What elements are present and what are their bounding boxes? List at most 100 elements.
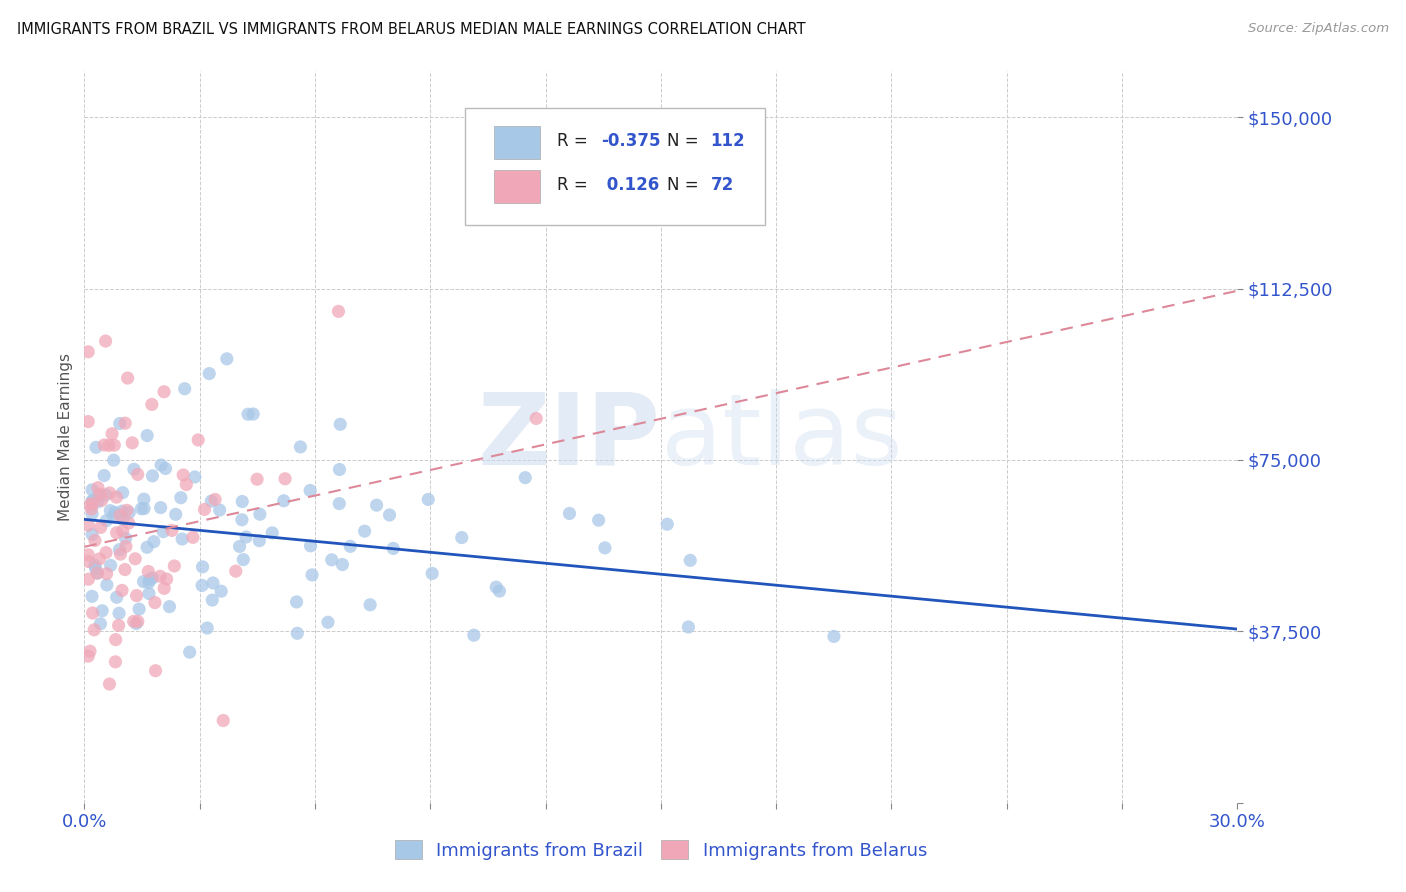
Point bbox=[77, 572, 100, 586]
Text: -0.375: -0.375 bbox=[600, 132, 661, 150]
FancyBboxPatch shape bbox=[465, 108, 765, 225]
Point bbox=[301, 568, 323, 582]
Point bbox=[328, 497, 350, 511]
Point bbox=[285, 595, 308, 609]
Point bbox=[84, 440, 107, 454]
Text: N =: N = bbox=[666, 132, 703, 150]
Point bbox=[332, 558, 354, 572]
Point bbox=[108, 508, 131, 523]
Point bbox=[97, 438, 120, 452]
Point bbox=[114, 563, 136, 577]
Point bbox=[90, 493, 112, 508]
Point bbox=[77, 415, 100, 429]
Point bbox=[138, 573, 160, 587]
Point bbox=[80, 507, 103, 521]
Point bbox=[198, 367, 221, 381]
Text: 0.126: 0.126 bbox=[600, 176, 659, 194]
Point bbox=[108, 542, 131, 557]
Legend: Immigrants from Brazil, Immigrants from Belarus: Immigrants from Brazil, Immigrants from … bbox=[388, 833, 934, 867]
Point bbox=[128, 602, 150, 616]
Point bbox=[82, 496, 104, 510]
Point bbox=[115, 540, 138, 554]
Point bbox=[236, 407, 259, 421]
Point bbox=[80, 590, 103, 604]
Point bbox=[138, 586, 160, 600]
Point bbox=[181, 530, 204, 544]
Point bbox=[80, 502, 103, 516]
Point bbox=[86, 566, 108, 581]
Point bbox=[191, 559, 214, 574]
Point bbox=[118, 516, 141, 530]
Point bbox=[262, 525, 284, 540]
Point bbox=[193, 502, 215, 516]
Point bbox=[249, 507, 271, 521]
Point bbox=[94, 546, 117, 560]
Point bbox=[450, 531, 472, 545]
Point bbox=[80, 527, 103, 541]
Point bbox=[155, 461, 177, 475]
Point bbox=[420, 566, 443, 581]
Point bbox=[359, 598, 381, 612]
Point bbox=[121, 436, 143, 450]
Point bbox=[89, 487, 111, 501]
Point bbox=[125, 589, 148, 603]
Point bbox=[273, 493, 295, 508]
Text: Source: ZipAtlas.com: Source: ZipAtlas.com bbox=[1249, 22, 1389, 36]
Point bbox=[195, 621, 218, 635]
Point bbox=[202, 576, 225, 591]
FancyBboxPatch shape bbox=[494, 126, 540, 159]
Point bbox=[149, 569, 172, 583]
Point bbox=[104, 655, 127, 669]
Point bbox=[179, 645, 201, 659]
Point bbox=[515, 470, 537, 484]
Point bbox=[96, 566, 118, 581]
Point bbox=[235, 530, 257, 544]
Point bbox=[80, 494, 103, 508]
Point bbox=[138, 565, 160, 579]
Text: 112: 112 bbox=[710, 132, 745, 150]
Point bbox=[80, 483, 103, 497]
Point bbox=[823, 629, 845, 643]
Text: R =: R = bbox=[557, 176, 593, 194]
Point bbox=[127, 615, 149, 629]
Point bbox=[212, 714, 235, 728]
Point bbox=[91, 604, 114, 618]
Point bbox=[107, 618, 129, 632]
Text: N =: N = bbox=[666, 176, 703, 194]
Point bbox=[187, 433, 209, 447]
Point bbox=[117, 371, 139, 385]
Point bbox=[225, 564, 247, 578]
Point bbox=[98, 503, 121, 517]
Point bbox=[114, 416, 136, 430]
Point bbox=[184, 470, 207, 484]
Point bbox=[231, 513, 253, 527]
Point bbox=[290, 440, 312, 454]
Point bbox=[87, 489, 110, 503]
Point bbox=[132, 574, 155, 589]
Point bbox=[77, 649, 100, 664]
Point bbox=[136, 428, 159, 442]
Point bbox=[316, 615, 339, 630]
Point bbox=[103, 438, 125, 452]
Point bbox=[524, 411, 547, 425]
Point bbox=[87, 495, 110, 509]
Point bbox=[118, 506, 141, 520]
Point bbox=[84, 562, 107, 576]
Point bbox=[170, 491, 193, 505]
Point bbox=[105, 525, 128, 540]
Point bbox=[142, 534, 165, 549]
Point bbox=[77, 554, 100, 568]
Point bbox=[152, 524, 174, 539]
Text: R =: R = bbox=[557, 132, 593, 150]
Point bbox=[111, 524, 134, 538]
Point bbox=[96, 514, 118, 528]
Point bbox=[125, 616, 148, 631]
Point bbox=[115, 503, 138, 517]
Point bbox=[201, 593, 224, 607]
Point bbox=[105, 591, 128, 605]
Point bbox=[114, 531, 136, 545]
Point bbox=[86, 566, 108, 580]
Point bbox=[138, 575, 160, 590]
Point bbox=[485, 580, 508, 594]
Point bbox=[82, 493, 104, 508]
